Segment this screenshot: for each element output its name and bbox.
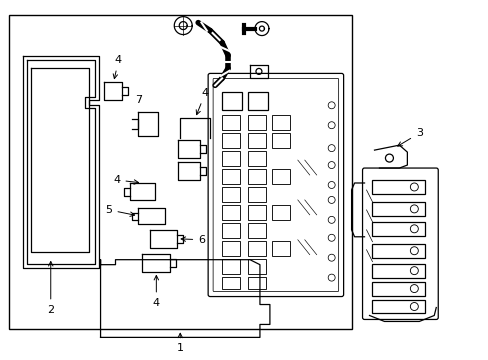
Bar bbox=[222, 205, 240, 220]
Bar bbox=[247, 205, 265, 220]
Text: 7: 7 bbox=[135, 95, 142, 105]
Bar bbox=[222, 223, 240, 238]
Bar bbox=[222, 259, 240, 274]
Bar bbox=[371, 282, 425, 296]
Bar bbox=[247, 92, 267, 110]
Bar bbox=[371, 264, 425, 278]
Text: 4: 4 bbox=[113, 55, 122, 78]
Bar bbox=[247, 223, 265, 238]
Bar bbox=[222, 92, 242, 110]
Bar bbox=[9, 15, 351, 329]
Bar bbox=[222, 241, 240, 256]
Bar bbox=[271, 205, 289, 220]
Bar bbox=[247, 115, 265, 130]
Bar bbox=[271, 169, 289, 184]
Text: 4: 4 bbox=[152, 275, 160, 307]
Bar bbox=[371, 300, 425, 314]
Text: 4: 4 bbox=[196, 88, 208, 114]
Text: 3: 3 bbox=[397, 128, 422, 146]
Bar bbox=[271, 133, 289, 148]
Bar bbox=[247, 276, 265, 289]
Text: 1: 1 bbox=[176, 333, 183, 354]
Bar bbox=[222, 115, 240, 130]
Text: 4: 4 bbox=[113, 175, 138, 185]
Bar bbox=[247, 169, 265, 184]
Bar bbox=[371, 180, 425, 194]
Bar bbox=[222, 276, 240, 289]
Bar bbox=[247, 133, 265, 148]
Bar bbox=[371, 222, 425, 236]
Text: 2: 2 bbox=[47, 262, 54, 315]
Bar bbox=[247, 241, 265, 256]
Text: 6: 6 bbox=[181, 235, 205, 245]
Text: 5: 5 bbox=[105, 205, 134, 216]
Bar bbox=[271, 241, 289, 256]
Bar bbox=[371, 244, 425, 258]
Bar bbox=[222, 133, 240, 148]
Bar bbox=[222, 151, 240, 166]
Bar bbox=[271, 115, 289, 130]
Bar bbox=[247, 151, 265, 166]
Bar bbox=[222, 187, 240, 202]
Bar bbox=[247, 187, 265, 202]
Bar bbox=[247, 259, 265, 274]
Bar bbox=[371, 202, 425, 216]
Bar bbox=[222, 169, 240, 184]
